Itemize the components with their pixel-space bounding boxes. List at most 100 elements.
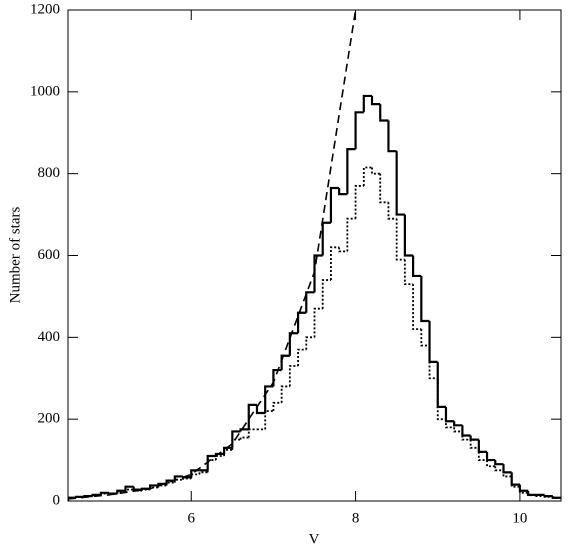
y-tick-label: 600 [38,247,61,263]
histogram-step [280,354,290,371]
histogram-step [190,473,200,479]
histogram-step [461,425,471,437]
histogram-step [444,406,455,423]
y-axis-label: Number of stars [7,207,23,304]
histogram-step [387,202,397,220]
histogram-step [247,428,257,438]
histogram-step [288,332,299,356]
histogram-step [412,284,422,331]
histogram-step [371,167,381,175]
histogram-step [264,410,274,430]
histogram-step [527,490,537,496]
histogram-step [206,454,216,471]
histogram-step [157,484,167,488]
histogram-step [445,419,455,429]
histogram-step [477,447,488,461]
histogram-step [215,455,225,461]
histogram-step [296,311,307,334]
y-tick-label: 800 [38,165,61,181]
histogram-step [75,496,85,498]
x-tick-label: 6 [188,510,196,526]
histogram-step [321,279,331,309]
histogram-step [264,385,274,414]
y-tick-label: 1200 [30,1,60,17]
x-tick-label: 10 [512,510,527,526]
histogram-step [461,431,471,441]
plot-area [68,10,561,501]
histogram-step [247,403,257,430]
histogram-step [469,435,479,441]
histogram-step [518,484,529,492]
histogram-step [91,493,101,497]
histogram-step [436,378,446,421]
x-tick-label: 8 [352,510,360,526]
histogram-step [313,254,323,293]
histogram-step [297,348,307,366]
histogram-step [403,214,414,257]
histogram-step [527,492,537,497]
histogram-step [239,428,249,432]
histogram-step [329,186,340,223]
y-tick-label: 1000 [30,83,60,99]
histogram-step [387,120,397,153]
histogram-step [321,221,331,256]
histogram-step [370,95,381,106]
histogram-step [420,329,430,347]
histogram-step [362,166,373,186]
histogram-step [173,478,184,483]
histogram-step [453,427,463,433]
histogram-step [354,185,364,219]
histogram-step [494,466,504,472]
histogram-step [510,472,520,486]
histogram-step [362,94,373,113]
histogram-step [412,255,422,278]
histogram-step [469,439,479,449]
histogram-step [543,494,553,498]
histogram-step [346,217,356,252]
histogram-step [485,451,496,462]
histogram-step [428,345,438,380]
histogram-step [338,187,348,196]
histogram-step [305,336,315,350]
histogram-step [280,385,290,403]
histogram-step [354,111,364,150]
histogram-step [182,477,192,480]
histogram-step [330,246,340,281]
histogram-step [223,448,233,456]
histogram-step [477,439,488,453]
histogram-step [395,218,405,261]
histogram-step [173,475,184,481]
y-tick-label: 0 [53,492,61,508]
histogram-step [165,481,175,486]
histogram-step [99,492,110,495]
histogram-step [239,436,249,440]
histogram-step [551,496,561,500]
histogram-step [305,291,315,313]
histogram-step [206,459,216,473]
histogram-step [502,464,512,474]
histogram-step [124,488,134,492]
y-tick-label: 200 [38,411,61,427]
histogram-step [535,495,545,497]
histogram-step [132,486,142,491]
histogram-step [338,247,348,253]
x-axis-label: V [309,531,320,547]
histogram-step [198,471,208,475]
histogram-step [379,173,389,204]
histogram-step [116,491,126,494]
histogram-step [124,485,134,491]
histogram-step [313,307,323,338]
fit-line [68,10,357,500]
y-tick-label: 400 [38,329,61,345]
histogram-step [436,361,446,408]
histogram-step [403,259,414,286]
histogram-step [288,365,299,387]
histogram-step [141,488,151,491]
histogram-step [428,320,438,363]
histogram-step [494,460,504,466]
histogram-step [272,401,282,411]
histogram-step [395,151,405,216]
histogram-step [379,104,389,122]
histogram-step [231,438,241,450]
